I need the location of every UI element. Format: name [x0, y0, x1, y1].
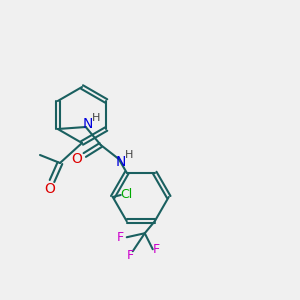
Text: H: H [124, 150, 133, 160]
Text: F: F [117, 231, 124, 244]
Text: N: N [116, 155, 126, 169]
Text: Cl: Cl [121, 188, 133, 202]
Text: H: H [92, 113, 100, 123]
Text: N: N [82, 117, 93, 131]
Text: F: F [153, 243, 160, 256]
Text: O: O [45, 182, 56, 196]
Text: O: O [71, 152, 82, 166]
Text: F: F [127, 249, 134, 262]
